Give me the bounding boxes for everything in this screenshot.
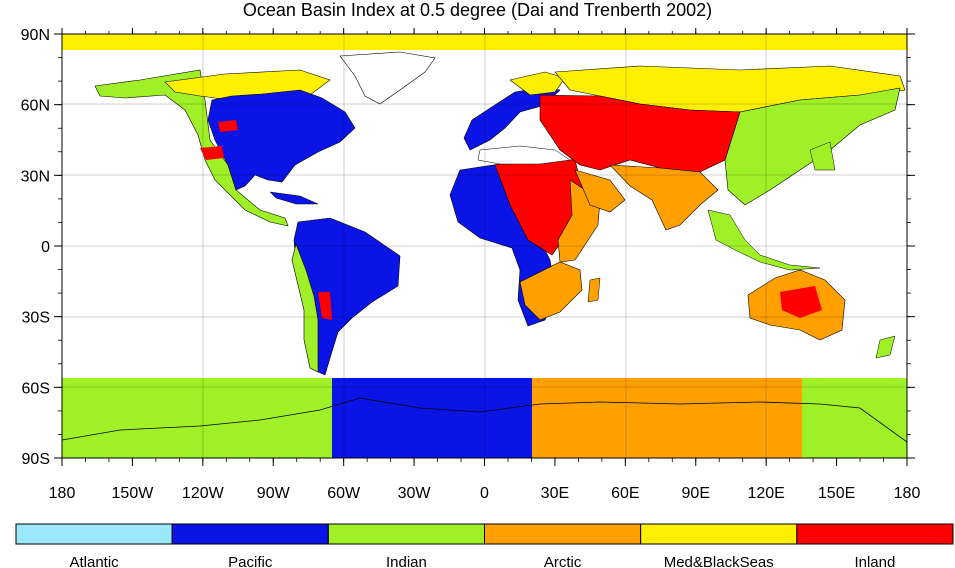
antarctic-indian-west: [62, 378, 332, 458]
lon-label: 120E: [747, 485, 784, 502]
legend-label: Med&BlackSeas: [664, 554, 774, 568]
greenland: [339, 51, 436, 105]
legend-swatch: [171, 523, 329, 545]
scandinavia-yellow: [509, 71, 566, 96]
north-america-inland: [200, 146, 224, 160]
lon-label: 180: [894, 485, 921, 502]
india-arctic: [609, 164, 719, 231]
north-america-pacific: [207, 89, 356, 191]
lon-label: 150W: [112, 485, 155, 502]
lat-label: 60N: [21, 98, 50, 115]
legend-swatch: [484, 523, 642, 545]
lat-label: 30N: [21, 168, 50, 185]
south-america-indian: [291, 243, 319, 373]
legend-label: Atlantic: [69, 554, 119, 568]
lon-label: 180: [49, 485, 76, 502]
lon-label: 120W: [182, 485, 225, 502]
antarctic-arctic-index: [532, 378, 802, 458]
africa-arctic-south: [519, 261, 583, 321]
lat-label: 90S: [22, 451, 50, 468]
map-regions: [62, 34, 907, 458]
australia-inland: [780, 286, 822, 318]
legend-label: Inland: [854, 554, 895, 568]
madagascar: [587, 277, 601, 303]
japan-indian: [809, 141, 836, 171]
north-america-inland-2: [218, 120, 238, 132]
med-blackseas-north-band: [62, 34, 907, 50]
legend-swatch: [796, 523, 954, 545]
lon-label: 150E: [818, 485, 855, 502]
lon-label: 30E: [541, 485, 569, 502]
lon-label: 0: [480, 485, 489, 502]
antarctic-indian-east: [802, 378, 907, 458]
mediterranean-sea: [477, 145, 571, 165]
legend-swatch: [640, 523, 798, 545]
lon-label: 60E: [611, 485, 639, 502]
lat-label: 90N: [21, 27, 50, 44]
antarctica-coastline: [62, 397, 907, 443]
europe-pacific: [463, 87, 561, 151]
caribbean-islands: [269, 191, 319, 205]
lat-label: 30S: [22, 310, 50, 327]
lon-ticks: 180 150W 120W 90W 60W 30W 0 30E 60E 90E 120E 150E 18…: [49, 28, 921, 502]
new-zealand: [875, 335, 896, 359]
lon-label: 90W: [257, 485, 291, 502]
arabia-arctic: [574, 169, 626, 213]
legend-bar: Atlantic Pacific Indian Arctic Med&BlackSeas…: [15, 523, 954, 568]
lon-label: 90E: [682, 485, 710, 502]
southeast-asia-indian: [707, 209, 821, 271]
lat-ticks: 90N 60N 30N 0 30S 60S 90S: [21, 27, 915, 468]
legend-label: Arctic: [544, 554, 582, 568]
lon-label: 60W: [327, 485, 361, 502]
legend-swatch: [327, 523, 486, 545]
grid-lines: [62, 34, 907, 458]
lat-label: 0: [41, 239, 50, 256]
antarctic-pacific: [332, 378, 532, 458]
lon-label: 30W: [398, 485, 432, 502]
north-america-indian: [94, 69, 289, 227]
legend-swatch: [15, 523, 173, 545]
map-title: Ocean Basin Index at 0.5 degree (Dai and…: [242, 0, 713, 20]
lat-label: 60S: [22, 380, 50, 397]
legend-label: Indian: [386, 554, 427, 568]
south-america-inland: [318, 292, 332, 320]
legend-label: Pacific: [228, 554, 273, 568]
